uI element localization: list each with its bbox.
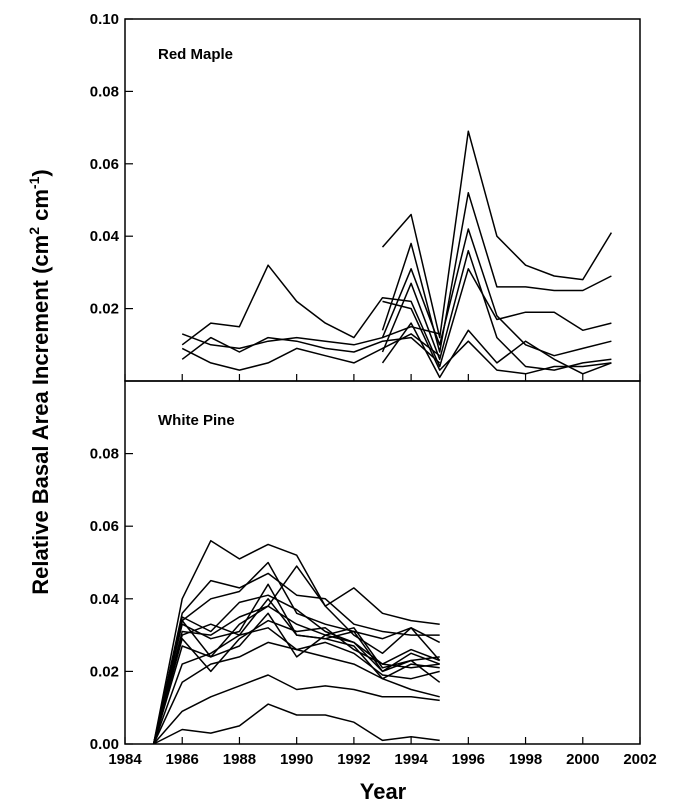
bottom-series-line-5: [152, 594, 440, 745]
top-series-line-1: [181, 264, 612, 368]
top-series-line-8: [381, 249, 612, 371]
top-panel-title: Red Maple: [158, 46, 233, 63]
bottom-series-line-11: [152, 627, 440, 745]
bottom-series-line-2: [152, 572, 440, 745]
y-axis-title-sup1: 2: [26, 227, 42, 235]
bottom-y-tick-label: 0.04: [90, 591, 120, 608]
x-tick-label: 1992: [337, 751, 370, 768]
y-axis-title-end: ): [28, 169, 53, 176]
bottom-y-tick-label: 0.00: [90, 736, 119, 753]
top-y-tick-label: 0.04: [90, 228, 120, 245]
top-y-tick-label: 0.06: [90, 156, 119, 173]
x-axis-title: Year: [360, 779, 407, 804]
bottom-series-line-9: [152, 619, 440, 745]
bottom-series-line-4: [152, 565, 441, 745]
top-panel-frame: [124, 18, 641, 382]
x-tick-label: 1994: [394, 751, 428, 768]
top-series-line-6: [381, 192, 612, 353]
top-y-tick-label: 0.10: [90, 11, 119, 28]
x-tick-label: 1984: [108, 751, 142, 768]
top-series-line-3: [181, 336, 441, 364]
x-tick-label: 1996: [452, 751, 485, 768]
bottom-series-line-7: [152, 605, 440, 745]
bottom-y-tick-label: 0.06: [90, 518, 119, 535]
x-tick-label: 1986: [166, 751, 199, 768]
top-y-tick-label: 0.08: [90, 83, 119, 100]
y-axis-title: Relative Basal Area Increment (cm2 cm-1): [26, 169, 53, 594]
top-series-line-7: [381, 228, 612, 357]
top-series-line-9: [381, 322, 612, 379]
bottom-panel-frame: [124, 380, 641, 745]
top-series-line-5: [381, 130, 613, 339]
y-axis-title-mid: cm: [28, 189, 53, 227]
x-tick-label: 1988: [223, 751, 256, 768]
y-axis-title-main: Relative Basal Area Increment (cm: [28, 235, 53, 595]
y-axis-title-sup2: -1: [26, 176, 42, 189]
bottom-series-line-10: [152, 612, 441, 745]
bottom-series-line-14: [153, 703, 440, 745]
bottom-y-tick-label: 0.08: [90, 446, 119, 463]
bottom-y-tick-label: 0.02: [90, 663, 119, 680]
top-y-tick-label: 0.02: [90, 301, 119, 318]
bottom-series-line-12: [152, 641, 440, 745]
x-tick-label: 2002: [623, 751, 656, 768]
x-tick-label: 1998: [509, 751, 542, 768]
top-series-line-4: [181, 333, 441, 371]
bottom-series-line-8: [152, 598, 440, 745]
chart-marks: 0.02 0.04 0.06 0.08 0.10 0.00 0.02 0.04 0.06 0.08…: [90, 11, 657, 768]
x-tick-label: 1990: [280, 751, 313, 768]
bottom-series-line-13: [153, 674, 440, 745]
bottom-series-line-1: [152, 539, 440, 745]
bottom-panel-title: White Pine: [158, 412, 235, 429]
top-series-line-2: [181, 325, 440, 350]
bottom-series-line-3: [152, 561, 441, 745]
x-tick-label: 2000: [566, 751, 599, 768]
top-series-line-10: [382, 300, 612, 375]
